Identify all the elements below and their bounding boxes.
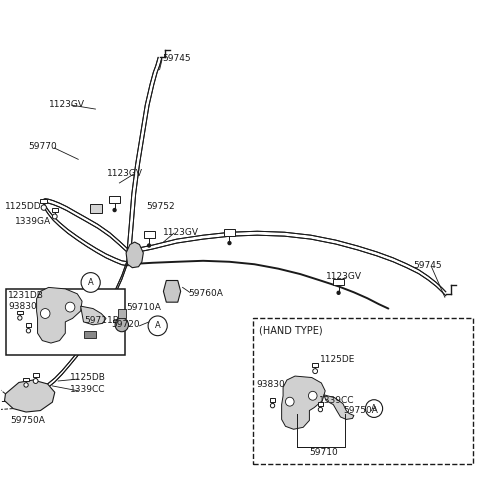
- Text: 1339CC: 1339CC: [319, 396, 354, 405]
- Bar: [333, 279, 344, 286]
- Circle shape: [40, 309, 50, 319]
- Text: 1123GV: 1123GV: [162, 228, 198, 237]
- Circle shape: [24, 383, 28, 387]
- Text: A: A: [371, 404, 377, 413]
- Circle shape: [336, 290, 341, 295]
- Circle shape: [365, 400, 383, 417]
- Polygon shape: [126, 242, 144, 268]
- Text: 59752: 59752: [147, 202, 175, 211]
- Bar: [253, 319, 473, 464]
- Polygon shape: [282, 376, 325, 429]
- Text: 1125DE: 1125DE: [321, 355, 356, 364]
- Bar: [17, 311, 23, 314]
- Bar: [24, 377, 29, 381]
- Bar: [26, 324, 31, 327]
- Bar: [270, 398, 276, 402]
- Text: 59760A: 59760A: [188, 289, 223, 298]
- Text: 59750A: 59750A: [10, 416, 45, 425]
- Circle shape: [313, 369, 318, 373]
- Text: 1339CC: 1339CC: [70, 385, 106, 394]
- Text: 1123GV: 1123GV: [107, 168, 143, 178]
- Text: 59745: 59745: [413, 261, 442, 270]
- Bar: [52, 208, 58, 212]
- Bar: [118, 309, 126, 319]
- Circle shape: [41, 205, 47, 210]
- Bar: [40, 199, 47, 203]
- Circle shape: [309, 391, 317, 400]
- Circle shape: [286, 397, 294, 406]
- Circle shape: [318, 408, 323, 412]
- Circle shape: [115, 318, 129, 332]
- Bar: [318, 402, 323, 406]
- Polygon shape: [163, 281, 180, 302]
- Bar: [84, 331, 96, 338]
- Text: 59710: 59710: [310, 449, 338, 457]
- Text: 59750A: 59750A: [343, 406, 378, 415]
- Text: 1125DB: 1125DB: [70, 373, 106, 382]
- Text: 59745: 59745: [162, 54, 191, 63]
- Text: 59770: 59770: [28, 142, 57, 152]
- Bar: [312, 363, 318, 367]
- Text: A: A: [155, 321, 160, 330]
- Text: 93830: 93830: [8, 302, 37, 311]
- Bar: [224, 229, 235, 236]
- Polygon shape: [36, 288, 82, 343]
- Circle shape: [112, 208, 117, 212]
- Text: 1123GV: 1123GV: [48, 100, 84, 109]
- Polygon shape: [4, 380, 55, 412]
- Circle shape: [65, 302, 75, 312]
- Circle shape: [147, 244, 151, 247]
- Bar: [109, 196, 120, 203]
- Text: 1339GA: 1339GA: [15, 217, 51, 226]
- Text: (HAND TYPE): (HAND TYPE): [259, 326, 323, 336]
- Text: 59710A: 59710A: [126, 303, 161, 312]
- Circle shape: [228, 241, 232, 246]
- Polygon shape: [81, 306, 106, 325]
- Text: 59720: 59720: [112, 320, 140, 329]
- Circle shape: [270, 404, 275, 408]
- Text: 59711B: 59711B: [84, 316, 120, 326]
- Text: 1125DD: 1125DD: [4, 202, 41, 211]
- Text: 1123GV: 1123GV: [326, 272, 362, 281]
- Circle shape: [148, 316, 167, 335]
- Text: 1231DB: 1231DB: [8, 291, 44, 300]
- Circle shape: [18, 316, 22, 320]
- Bar: [144, 232, 155, 238]
- Polygon shape: [324, 395, 354, 419]
- Bar: [90, 204, 102, 213]
- Bar: [33, 373, 39, 376]
- Bar: [6, 289, 125, 355]
- Text: 93830: 93830: [257, 380, 286, 389]
- Circle shape: [81, 273, 100, 292]
- Circle shape: [52, 214, 57, 219]
- Circle shape: [33, 378, 38, 383]
- Text: A: A: [88, 278, 94, 287]
- Circle shape: [26, 329, 31, 333]
